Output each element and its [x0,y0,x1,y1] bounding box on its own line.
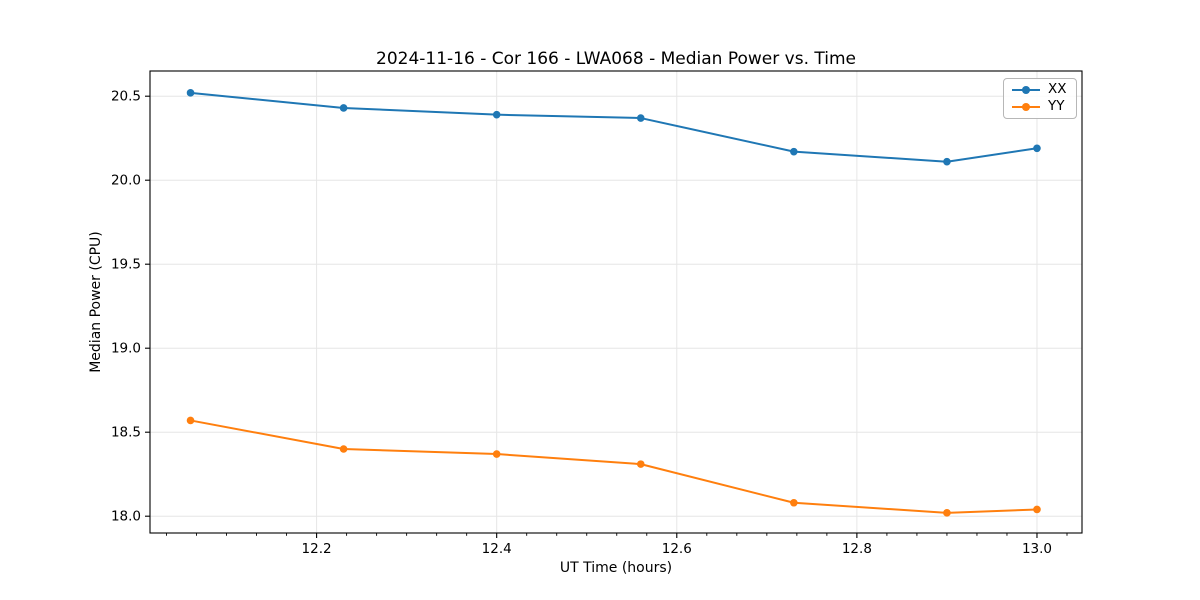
chart-title: 2024-11-16 - Cor 166 - LWA068 - Median P… [376,49,856,69]
y-tick-label: 20.0 [111,173,141,189]
y-tick-label: 20.5 [111,89,141,105]
data-point-marker [492,450,501,458]
legend-label: YY [1048,98,1065,115]
data-point-marker [1033,144,1041,153]
data-point-marker [492,110,501,119]
legend-entry: XX [1011,83,1067,97]
data-point-marker [1033,505,1041,514]
data-point-marker [186,416,195,425]
series-line-YY [189,419,1038,514]
x-tick-label: 12.2 [302,541,332,557]
legend-swatch-icon [1012,86,1040,94]
data-point-marker [636,460,645,468]
legend-label: XX [1048,81,1067,98]
y-tick-label: 18.0 [111,509,141,525]
y-tick-label: 18.5 [111,425,141,441]
y-tick-label: 19.0 [111,341,141,357]
data-point-marker [790,498,798,507]
x-tick-label: 12.4 [482,541,512,557]
data-point-marker [339,445,348,453]
data-point-marker [790,147,798,156]
y-axis-label: Median Power (CPU) [88,231,104,373]
data-point-marker [943,509,951,517]
x-tick-label: 12.6 [662,541,692,557]
x-axis-label: UT Time (hours) [559,560,673,576]
x-tick-label: 13.0 [1022,541,1052,557]
legend: XX YY [1003,78,1077,119]
legend-entry: YY [1011,100,1067,114]
y-tick-label: 19.5 [111,257,141,273]
data-point-marker [636,114,645,122]
axes-spines [149,70,1083,534]
x-tick-label: 12.8 [842,541,872,557]
legend-swatch-icon [1012,103,1040,111]
data-point-marker [339,104,348,112]
series-line-XX [189,91,1038,163]
data-point-marker [186,89,195,97]
data-point-marker [943,157,951,166]
